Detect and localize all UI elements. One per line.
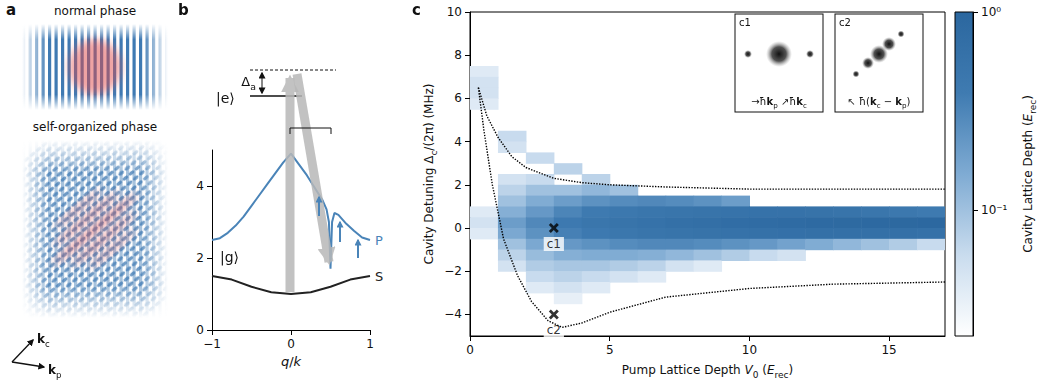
svg-text:6: 6 — [454, 91, 462, 105]
svg-text:10⁻¹: 10⁻¹ — [981, 203, 1008, 217]
svg-text:(: ( — [758, 363, 767, 377]
html-text:V0: V0 — [744, 363, 759, 380]
svg-text:c1: c1 — [547, 237, 561, 251]
svg-text:Pump Lattice Depth: Pump Lattice Depth — [622, 363, 745, 377]
svg-text:5: 5 — [606, 343, 614, 357]
svg-text:S: S — [375, 269, 383, 284]
svg-text:Cavity Lattice Depth (: Cavity Lattice Depth ( — [1021, 121, 1035, 252]
svg-text:kp: kp — [48, 363, 61, 380]
svg-text:0: 0 — [466, 343, 474, 357]
svg-text:k: k — [294, 354, 302, 369]
svg-text:rec: rec — [1028, 100, 1038, 114]
svg-text:0: 0 — [287, 337, 295, 351]
svg-text:4: 4 — [454, 135, 462, 149]
svg-text:Δa: Δa — [241, 74, 256, 92]
svg-text:): ) — [1021, 95, 1035, 100]
svg-text:self-organized phase: self-organized phase — [33, 120, 157, 134]
svg-text:|g⟩: |g⟩ — [220, 249, 239, 266]
svg-text:10: 10 — [742, 343, 757, 357]
svg-text:10: 10 — [447, 5, 462, 19]
svg-text:0: 0 — [196, 323, 204, 337]
svg-text:a: a — [6, 1, 16, 19]
svg-text:10⁰: 10⁰ — [981, 5, 1001, 19]
svg-text:−2: −2 — [444, 264, 462, 278]
svg-text:E: E — [766, 363, 775, 377]
svg-text:c1: c1 — [739, 17, 751, 28]
svg-text:c2: c2 — [839, 17, 851, 28]
svg-text:0: 0 — [454, 221, 462, 235]
svg-text:4: 4 — [196, 179, 204, 193]
svg-text:): ) — [789, 363, 794, 377]
svg-text:2: 2 — [196, 251, 204, 265]
svg-text:kc: kc — [37, 332, 50, 349]
svg-text:rec: rec — [775, 370, 789, 380]
svg-text:1: 1 — [366, 337, 374, 351]
svg-text:|e⟩: |e⟩ — [216, 90, 235, 107]
svg-text:↖ ħ(kc − kp): ↖ ħ(kc − kp) — [848, 96, 911, 110]
svg-text:E: E — [1021, 113, 1035, 122]
svg-text:−1: −1 — [203, 337, 221, 351]
svg-text:q: q — [281, 354, 289, 369]
svg-text:c: c — [412, 1, 421, 19]
svg-text:→ħkp ↗ħkc: →ħkp ↗ħkc — [751, 96, 807, 110]
svg-text:normal phase: normal phase — [54, 4, 136, 18]
svg-text:Cavity Detuning Δ: Cavity Detuning Δ — [422, 155, 436, 265]
svg-text:c: c — [428, 150, 439, 156]
svg-text:−4: −4 — [444, 307, 462, 321]
svg-text:b: b — [178, 1, 189, 19]
svg-text:2: 2 — [454, 178, 462, 192]
svg-text:P: P — [375, 233, 383, 248]
svg-text:8: 8 — [454, 48, 462, 62]
svg-text:c2: c2 — [547, 323, 561, 337]
svg-text:15: 15 — [881, 343, 896, 357]
svg-text:/(2π) (MHz): /(2π) (MHz) — [422, 84, 436, 151]
